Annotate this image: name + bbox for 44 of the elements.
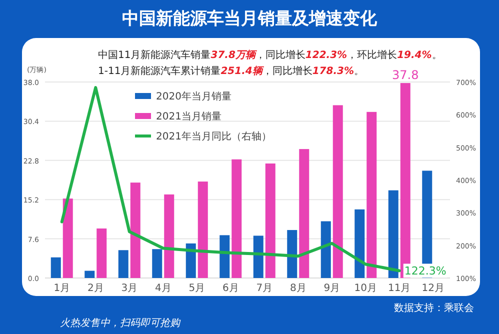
- text: 数据支持：乘联会: [394, 302, 474, 314]
- bar: [332, 105, 343, 278]
- bar: [299, 149, 310, 278]
- bar: [287, 230, 298, 278]
- x-tick-label: 5月: [188, 283, 206, 294]
- bar: [152, 249, 162, 278]
- x-tick-label: 4月: [154, 283, 172, 294]
- bar: [164, 194, 174, 278]
- bar: [50, 257, 61, 278]
- bar: [186, 243, 196, 278]
- bar: [220, 235, 230, 278]
- bar: [96, 228, 107, 278]
- legend-label: 2021年当月同比（右轴）: [156, 130, 272, 142]
- data-label: 122.3%: [404, 264, 446, 278]
- x-tick-label: 11月: [388, 283, 411, 294]
- x-tick-label: 8月: [290, 283, 306, 294]
- bar: [198, 182, 208, 278]
- bar: [388, 190, 398, 278]
- bar: [253, 236, 264, 278]
- x-tick-label: 9月: [324, 283, 340, 294]
- x-tick-label: 10月: [354, 283, 377, 294]
- chart-subtitle: 中国11月新能源汽车销量37.8万辆，同比增长122.3%，环比增长19.4%。: [98, 49, 442, 61]
- text: 火热发售中，扫码即可抢购: [60, 317, 181, 329]
- data-label: 37.8: [392, 68, 419, 82]
- x-tick-label: 7月: [256, 283, 273, 294]
- legend-label: 2020年当月销量: [156, 90, 232, 102]
- text: 1-11月新能源汽车累计销量251.4辆，同比增长178.3%。: [98, 65, 364, 77]
- x-tick-label: 2月: [87, 283, 104, 294]
- bar: [62, 198, 73, 278]
- bar: [354, 209, 365, 278]
- x-tick-label: 6月: [222, 283, 239, 294]
- bar: [320, 221, 331, 278]
- x-tick-label: 12月: [422, 283, 444, 294]
- x-tick-label: 1月: [54, 283, 70, 294]
- bar: [265, 163, 276, 278]
- chart-title: 中国新能源车当月销量及增速变化: [122, 9, 378, 29]
- bar: [232, 159, 242, 278]
- legend-label: 2021当月销量: [156, 110, 222, 122]
- bar: [130, 182, 140, 278]
- bar: [118, 250, 128, 278]
- bar: [366, 112, 377, 278]
- bar: [84, 270, 95, 278]
- x-tick-label: 3月: [121, 283, 138, 294]
- line-series: [60, 86, 401, 272]
